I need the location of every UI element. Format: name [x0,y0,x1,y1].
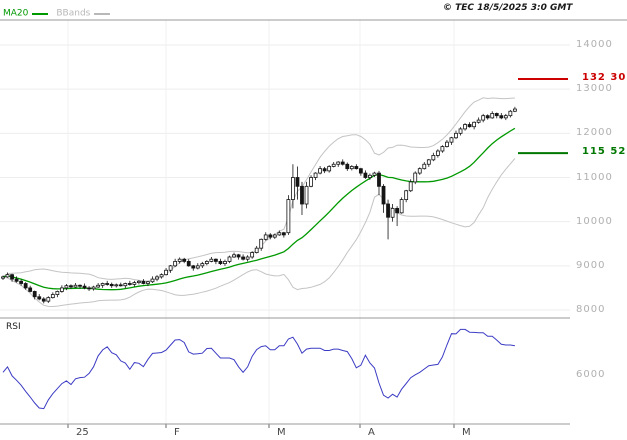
chart-header: MA20 BBands © TEC 18/5/2025 3:0 GMT [0,0,627,20]
legend-ma20-label: MA20 [3,8,29,19]
legend-bbands-label: BBands [56,8,91,19]
legend-bbands-dash-icon [94,12,111,15]
rsi-label: RSI [6,322,21,332]
copyright-text: © TEC 18/5/2025 3:0 GMT [443,3,573,13]
legend: MA20 BBands [3,3,118,22]
legend-ma20-dash-icon [32,12,49,15]
